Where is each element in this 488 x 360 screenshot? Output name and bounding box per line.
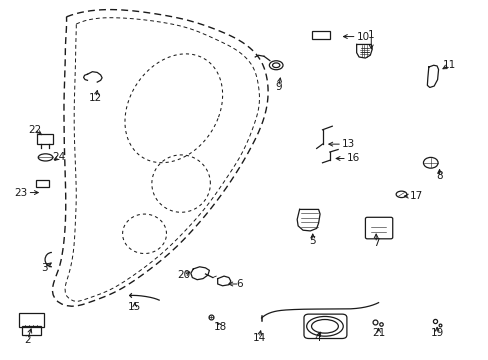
Bar: [19, 313, 43, 327]
Bar: [22, 326, 41, 335]
Text: 13: 13: [341, 139, 355, 149]
Text: 21: 21: [371, 328, 385, 338]
Text: 10: 10: [356, 32, 369, 41]
Text: 14: 14: [252, 333, 265, 343]
Bar: [36, 180, 49, 187]
Text: 2: 2: [24, 334, 31, 345]
Text: 22: 22: [28, 125, 41, 135]
Text: 12: 12: [89, 93, 102, 103]
Text: 16: 16: [346, 153, 359, 163]
Text: 20: 20: [177, 270, 190, 280]
Text: 6: 6: [236, 279, 243, 289]
Text: 9: 9: [275, 82, 282, 92]
Text: 24: 24: [53, 152, 66, 162]
Text: 15: 15: [128, 302, 141, 312]
Text: 17: 17: [409, 191, 423, 201]
Text: 3: 3: [41, 263, 48, 273]
Text: 1: 1: [367, 30, 374, 40]
Text: 7: 7: [372, 238, 379, 248]
Text: 5: 5: [309, 236, 315, 246]
Text: 18: 18: [213, 322, 226, 332]
Text: 23: 23: [14, 188, 27, 198]
Text: 4: 4: [314, 333, 320, 343]
Text: 8: 8: [435, 171, 442, 181]
Bar: [311, 31, 330, 39]
Bar: [37, 134, 53, 144]
Text: 11: 11: [442, 60, 455, 70]
Text: 19: 19: [429, 328, 443, 338]
